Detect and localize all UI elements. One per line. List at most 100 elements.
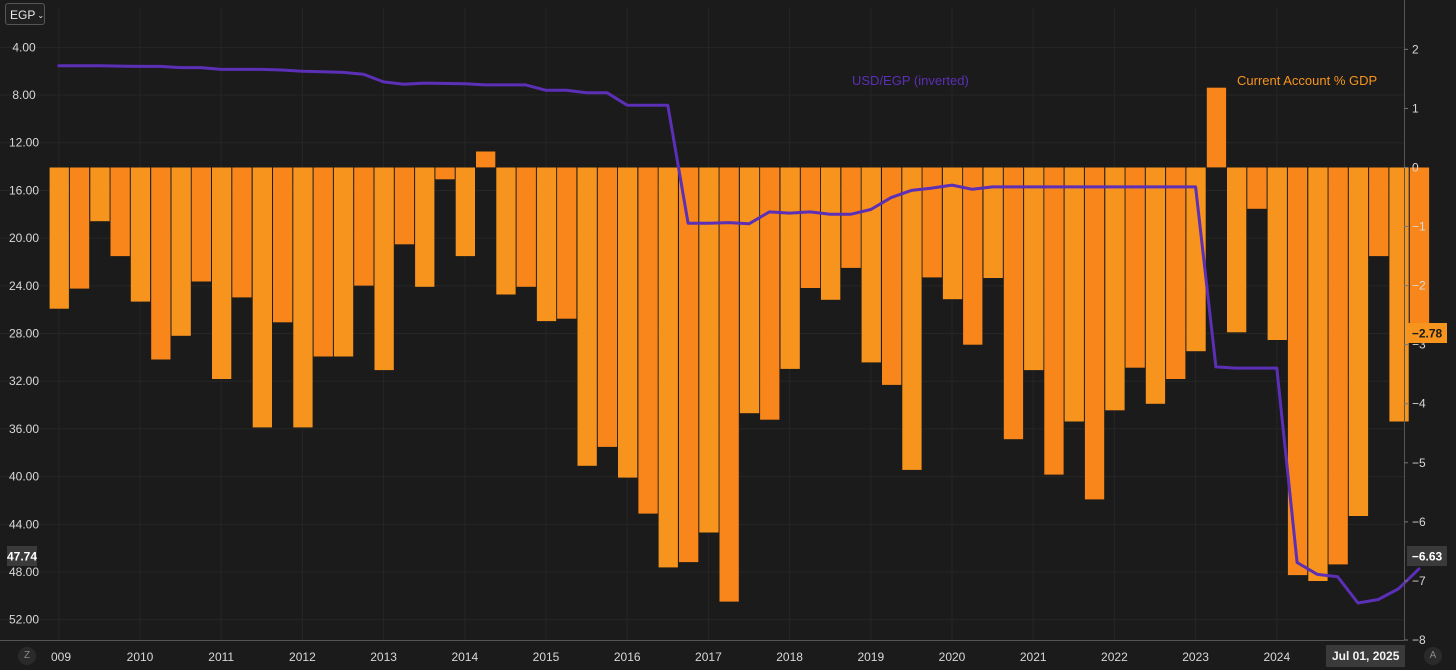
left-tick-label: 32.00 <box>9 374 39 388</box>
bar-q65[interactable] <box>1348 167 1369 517</box>
bar-q11[interactable] <box>252 167 272 428</box>
bar-q23[interactable] <box>496 167 516 295</box>
bar-q35[interactable] <box>739 167 760 414</box>
bar-q2[interactable] <box>69 167 90 289</box>
right-tick-label: 2 <box>1412 42 1419 56</box>
left-tick-label: 40.00 <box>9 470 39 484</box>
bar-q64[interactable] <box>1328 167 1348 565</box>
bar-q26[interactable] <box>557 167 577 319</box>
bar-q52[interactable] <box>1084 167 1105 500</box>
bar-q45[interactable] <box>942 167 963 300</box>
bar-q44[interactable] <box>922 167 942 278</box>
bar-q36[interactable] <box>760 167 780 420</box>
bar-q59[interactable] <box>1227 167 1247 333</box>
left-axis-ticks: 4.00 8.00 12.00 16.00 20.00 24.00 28.00 32.00 36… <box>9 40 39 626</box>
x-tick-label: 2024 <box>1263 650 1290 664</box>
right-tick-label: −7 <box>1412 574 1426 588</box>
bar-q34[interactable] <box>719 167 739 602</box>
bar-q25[interactable] <box>536 167 557 322</box>
bar-q14[interactable] <box>313 167 333 357</box>
bar-q56[interactable] <box>1166 167 1186 380</box>
bar-q6[interactable] <box>151 167 171 360</box>
value-badges: 47.74 −6.63 −2.78 <box>7 323 1447 566</box>
right-line-badge: −6.63 <box>1412 550 1443 564</box>
left-tick-label: 36.00 <box>9 422 39 436</box>
bar-q24[interactable] <box>516 167 536 287</box>
bar-q55[interactable] <box>1145 167 1166 404</box>
bar-q15[interactable] <box>333 167 354 357</box>
crosshair-date-badge: Jul 01, 2025 <box>1326 645 1406 667</box>
legend: USD/EGP (inverted) Current Account % GDP <box>852 73 1377 88</box>
bar-q57[interactable] <box>1186 167 1206 352</box>
bar-q40[interactable] <box>841 167 861 268</box>
bar-q67[interactable] <box>1389 167 1409 422</box>
bar-q3[interactable] <box>90 167 110 222</box>
bar-q8[interactable] <box>191 167 211 282</box>
bar-q46[interactable] <box>963 167 983 345</box>
bar-q68[interactable] <box>1409 167 1430 336</box>
bar-q4[interactable] <box>110 167 130 257</box>
bar-q38[interactable] <box>800 167 821 289</box>
bar-q47[interactable] <box>983 167 1003 279</box>
bar-q41[interactable] <box>861 167 881 363</box>
bar-q22[interactable] <box>476 151 496 168</box>
left-tick-label: 12.00 <box>9 136 39 150</box>
bar-q1[interactable] <box>49 167 69 309</box>
bar-q49[interactable] <box>1024 167 1044 371</box>
bar-q10[interactable] <box>232 167 252 298</box>
bar-q33[interactable] <box>699 167 719 533</box>
bar-q58[interactable] <box>1206 87 1227 168</box>
bar-q17[interactable] <box>374 167 394 371</box>
bar-q27[interactable] <box>577 167 597 466</box>
currency-selector[interactable]: EGP ⌄ <box>5 3 45 25</box>
bar-q39[interactable] <box>821 167 841 300</box>
bar-q43[interactable] <box>902 167 922 470</box>
right-tick-label: −6 <box>1412 515 1426 529</box>
left-tick-label: 52.00 <box>9 613 39 627</box>
bar-q31[interactable] <box>658 167 678 568</box>
left-tick-label: 44.00 <box>9 517 39 531</box>
x-tick-label: 2010 <box>127 650 154 664</box>
bar-q21[interactable] <box>455 167 475 257</box>
bar-q54[interactable] <box>1125 167 1145 368</box>
bar-q62[interactable] <box>1287 167 1308 576</box>
bar-q48[interactable] <box>1003 167 1024 440</box>
legend-current-account: Current Account % GDP <box>1237 73 1377 88</box>
left-tick-label: 4.00 <box>12 40 36 54</box>
bar-q29[interactable] <box>618 167 638 478</box>
bar-q32[interactable] <box>679 167 699 563</box>
bar-q63[interactable] <box>1308 167 1328 582</box>
chevron-down-icon: ⌄ <box>37 10 45 20</box>
bar-q51[interactable] <box>1064 167 1084 422</box>
right-tick-label: −2 <box>1412 279 1426 293</box>
bar-q37[interactable] <box>780 167 800 369</box>
bar-q5[interactable] <box>130 167 151 302</box>
x-tick-label: 2015 <box>533 650 560 664</box>
bar-q53[interactable] <box>1105 167 1125 411</box>
bar-q20[interactable] <box>435 167 455 180</box>
x-tick-label: 2011 <box>208 650 234 664</box>
bar-q30[interactable] <box>638 167 658 514</box>
bar-q61[interactable] <box>1267 167 1287 341</box>
bar-q42[interactable] <box>882 167 902 385</box>
bar-q66[interactable] <box>1369 167 1389 257</box>
bar-q12[interactable] <box>273 167 293 323</box>
bar-q7[interactable] <box>171 167 191 336</box>
usd-egp-line[interactable] <box>57 64 1421 605</box>
right-axis-ticks: 210−1−2−3−4−5−6−7−8 <box>1404 42 1426 647</box>
line-series[interactable] <box>57 64 1421 605</box>
auto-scale-button[interactable]: A <box>1424 647 1442 665</box>
zoom-button[interactable]: Z <box>18 647 36 665</box>
left-tick-label: 8.00 <box>12 88 36 102</box>
bar-q18[interactable] <box>394 167 415 245</box>
bar-q28[interactable] <box>597 167 618 447</box>
bar-q19[interactable] <box>415 167 435 287</box>
bar-series[interactable] <box>49 87 1430 602</box>
x-tick-label: 2021 <box>1020 650 1047 664</box>
bar-q9[interactable] <box>212 167 232 380</box>
bar-q13[interactable] <box>293 167 313 428</box>
bar-q60[interactable] <box>1247 167 1267 209</box>
bar-q50[interactable] <box>1044 167 1064 475</box>
bar-q16[interactable] <box>354 167 374 286</box>
